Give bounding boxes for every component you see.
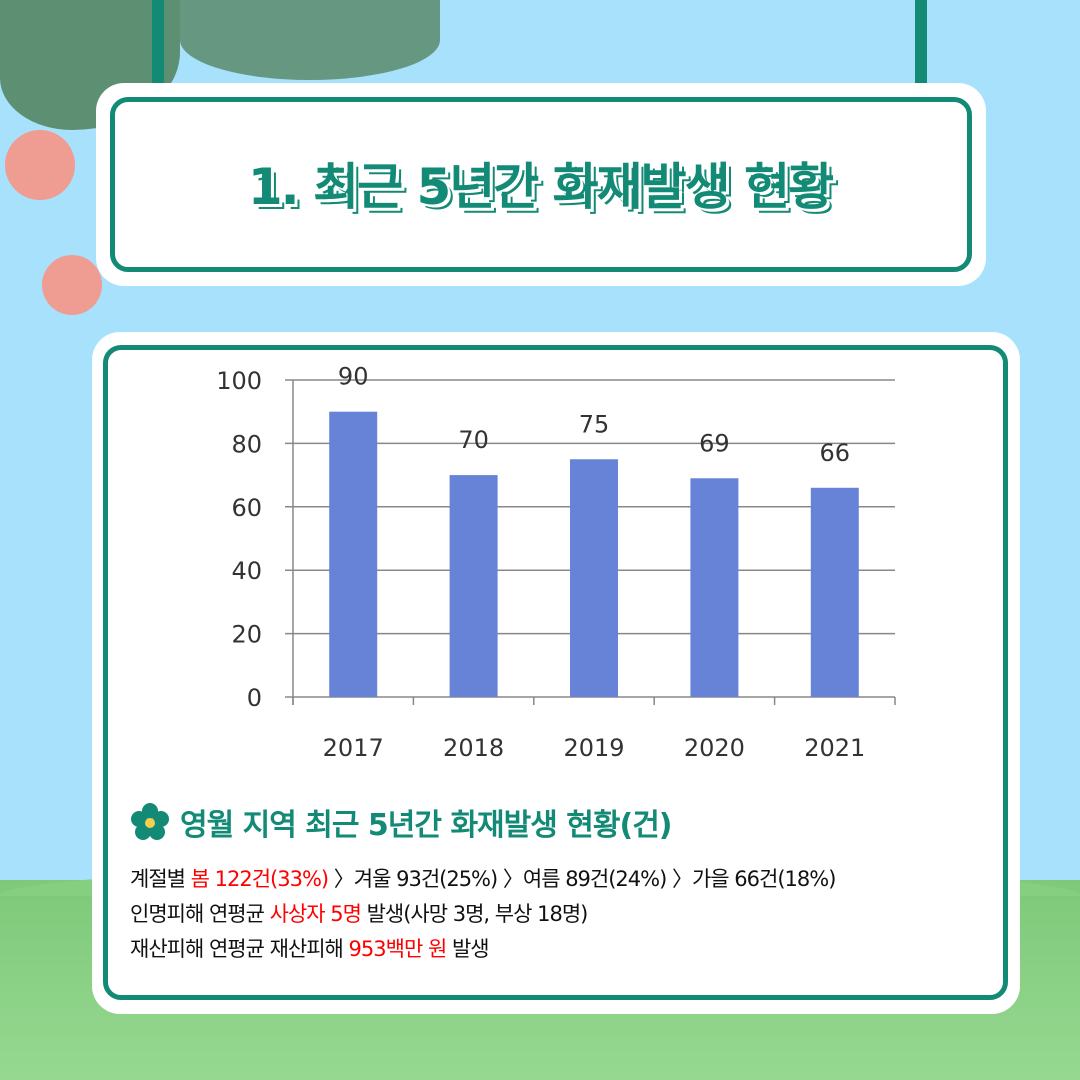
sign-rope-left (152, 0, 164, 90)
summary-label: 인명피해 연평균 (130, 902, 270, 926)
x-tick-label: 2019 (563, 734, 624, 762)
summary-casualties: 인명피해 연평균 사상자 5명 발생(사망 3명, 부상 18명) (130, 897, 990, 932)
flower-decoration (5, 130, 75, 200)
summary-label: 계절별 (130, 867, 191, 891)
summary-detail: 〉겨울 93건(25%) 〉여름 89건(24%) 〉가을 66건(18%) (328, 867, 837, 891)
flower-decoration (42, 255, 102, 315)
x-tick-label: 2018 (443, 734, 504, 762)
summary-detail: 발생 (446, 937, 490, 961)
summary-highlight: 사상자 5명 (269, 902, 362, 926)
bar (570, 459, 618, 697)
y-tick-label: 60 (231, 494, 262, 522)
section-heading-text: 영월 지역 최근 5년간 화재발생 현황(건) (180, 808, 673, 843)
x-tick-label: 2017 (323, 734, 384, 762)
page-title: 1. 최근 5년간 화재발생 현황 (247, 157, 834, 216)
section-heading: 영월 지역 최근 5년간 화재발생 현황(건) (130, 800, 990, 844)
bar (449, 475, 498, 697)
summary-property: 재산피해 연평균 재산피해 953백만 원 발생 (130, 932, 990, 967)
data-label: 69 (699, 429, 730, 457)
summary-highlight: 953백만 원 (348, 937, 448, 961)
x-tick-label: 2020 (684, 734, 745, 762)
summary-list: 계절별 봄 122건(33%) 〉겨울 93건(25%) 〉여름 89건(24%… (130, 862, 990, 967)
data-label: 66 (820, 439, 851, 467)
y-tick-label: 0 (247, 684, 262, 712)
bar-chart: 0 20 40 60 80 100 90 2017 70 2018 75 2019 69 2020 66 20… (216, 363, 896, 762)
data-label: 90 (338, 363, 369, 391)
y-tick-label: 20 (231, 621, 262, 649)
tree-foliage (180, 0, 440, 80)
bar (810, 487, 859, 697)
x-tick-label: 2021 (804, 734, 865, 762)
summary-highlight: 봄 122건(33%) (190, 867, 329, 891)
y-tick-label: 40 (231, 557, 262, 585)
bar (690, 478, 739, 697)
y-tick-label: 100 (216, 367, 262, 395)
flower-icon (131, 803, 169, 840)
y-tick-label: 80 (231, 430, 262, 458)
summary-detail: 발생(사망 3명, 부상 18명) (360, 902, 589, 926)
summary-label: 재산피해 연평균 재산피해 (130, 937, 349, 961)
bar (329, 411, 378, 697)
summary-season: 계절별 봄 122건(33%) 〉겨울 93건(25%) 〉여름 89건(24%… (130, 862, 990, 897)
data-label: 75 (579, 410, 610, 438)
title-frame (110, 97, 972, 272)
data-label: 70 (458, 426, 489, 454)
sign-rope-right (915, 0, 927, 90)
